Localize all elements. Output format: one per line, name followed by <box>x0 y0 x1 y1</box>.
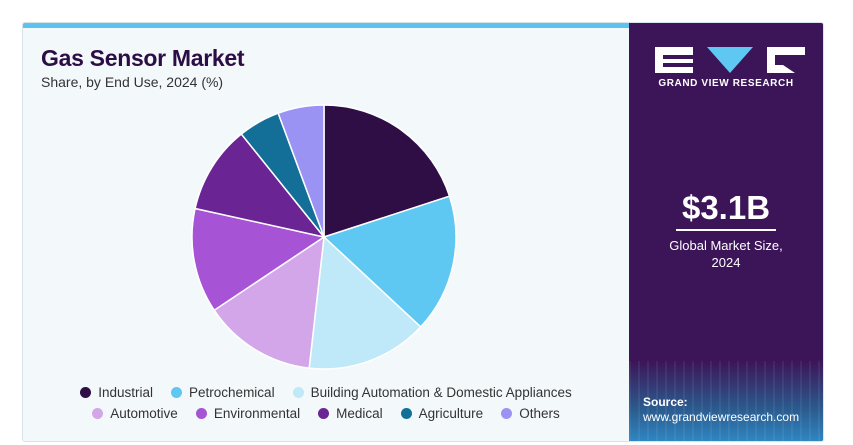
legend-item: Agriculture <box>400 406 484 421</box>
grand-view-research-logo <box>655 47 805 73</box>
market-size-label-line1: Global Market Size, <box>669 238 783 253</box>
legend-item: Building Automation & Domestic Appliance… <box>292 385 572 400</box>
legend-item: Automotive <box>92 406 178 421</box>
legend-item: Petrochemical <box>171 385 275 400</box>
source-url[interactable]: www.grandviewresearch.com <box>643 410 800 424</box>
legend-swatch <box>80 387 92 398</box>
legend-item: Medical <box>318 406 383 421</box>
legend-label: Medical <box>336 406 383 421</box>
legend-swatch <box>292 387 304 398</box>
market-size-label-line2: 2024 <box>711 255 741 270</box>
pie-slice-automotive <box>213 235 325 369</box>
legend-label: Building Automation & Domestic Appliance… <box>310 385 572 400</box>
info-panel: GRAND VIEW RESEARCH $3.1B Global Market … <box>629 23 823 441</box>
market-size-label: Global Market Size, 2024 <box>629 237 823 271</box>
pie-slice-others <box>277 104 325 238</box>
report-card: Gas Sensor Market Share, by End Use, 202… <box>22 22 824 442</box>
logo-text: GRAND VIEW RESEARCH <box>658 78 794 89</box>
pie-slice-petrochemical <box>322 195 457 328</box>
pie-slice-industrial <box>323 104 451 239</box>
legend-label: Agriculture <box>418 406 484 421</box>
legend-swatch <box>195 408 207 419</box>
legend-swatch <box>318 408 330 419</box>
source-label: Source: <box>643 395 688 409</box>
legend-swatch <box>501 408 513 419</box>
chart-title: Gas Sensor Market <box>41 45 245 71</box>
legend-label: Petrochemical <box>189 385 275 400</box>
source-band <box>629 361 823 441</box>
chart-subtitle: Share, by End Use, 2024 (%) <box>41 74 224 90</box>
legend-label: Automotive <box>110 406 178 421</box>
chart-legend: Industrial Petrochemical Building Automati… <box>23 385 629 427</box>
chart-panel: Gas Sensor Market Share, by End Use, 202… <box>23 23 629 441</box>
legend-swatch <box>400 408 412 419</box>
pie-slice-medical <box>194 133 326 239</box>
legend-swatch <box>171 387 183 398</box>
legend-row: Automotive Environmental Medical Agricultur… <box>23 406 629 421</box>
legend-item: Environmental <box>195 406 301 421</box>
legend-swatch <box>92 408 104 419</box>
pie-slice-building-automation-domestic-appliances <box>308 235 422 370</box>
legend-row: Industrial Petrochemical Building Automati… <box>23 385 629 400</box>
pie-slice-environmental <box>191 207 326 312</box>
accent-bar <box>23 23 629 28</box>
legend-item: Industrial <box>80 385 153 400</box>
legend-label: Environmental <box>213 406 301 421</box>
legend-label: Industrial <box>98 385 154 400</box>
legend-item: Others <box>501 406 560 421</box>
legend-label: Others <box>519 406 560 421</box>
divider <box>676 229 776 231</box>
market-size-value: $3.1B <box>681 189 771 226</box>
pie-chart <box>191 104 457 370</box>
